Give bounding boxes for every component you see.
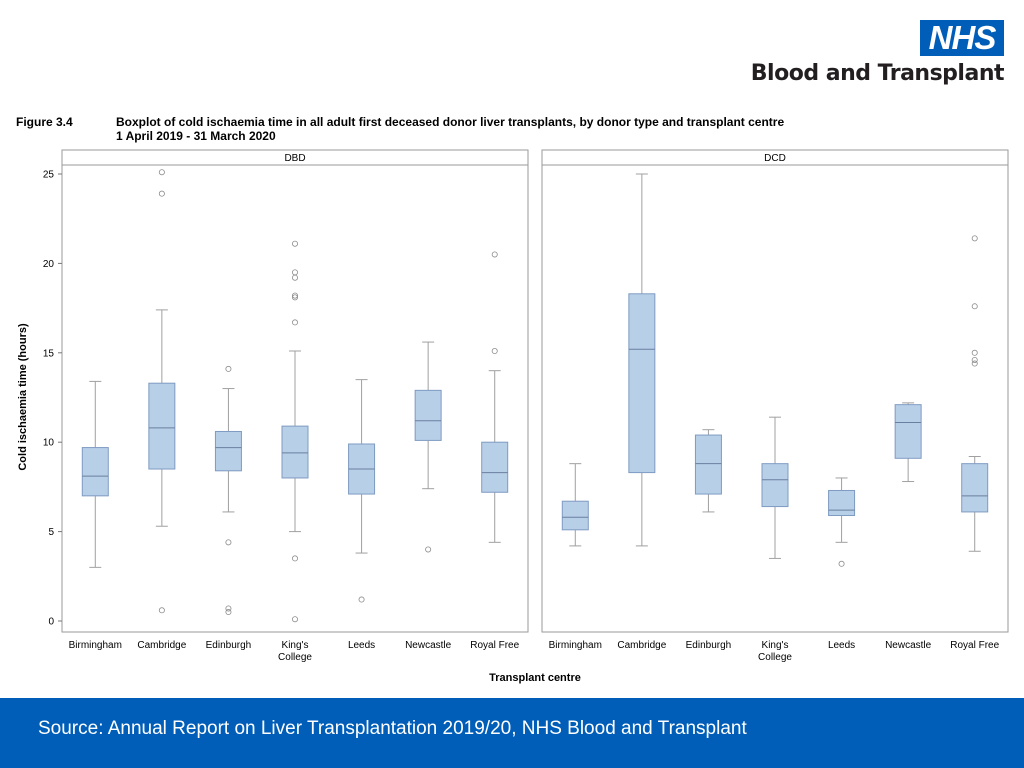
box-royal-free: Royal Free <box>470 251 520 651</box>
boxplot-chart: DBD 0 5 10 15 20 25 Birmingham Cambridge Edinburg… <box>17 149 1009 684</box>
box-cambridge: Cambridge <box>137 169 187 651</box>
outlier-point <box>225 605 232 612</box>
figure-title-line2: 1 April 2019 - 31 March 2020 <box>116 129 276 143</box>
outlier-point <box>291 240 298 247</box>
x-tick-label: Edinburgh <box>206 640 252 651</box>
x-tick-label: Birmingham <box>69 640 122 651</box>
x-tick-label: Cambridge <box>617 640 666 651</box>
x-tick-label: Newcastle <box>405 640 452 651</box>
x-tick-label: Cambridge <box>137 640 186 651</box>
iqr-box <box>694 434 722 495</box>
nhs-logo: NHS Blood and Transplant <box>751 20 1005 90</box>
figure-title-line1: Boxplot of cold ischaemia time in all ad… <box>116 115 785 129</box>
outlier-point <box>291 269 298 276</box>
panel-title: DCD <box>764 153 786 164</box>
outlier-point <box>225 539 232 546</box>
y-tick-label: 25 <box>43 170 55 181</box>
x-tick-label: Leeds <box>828 640 855 651</box>
outlier-point <box>971 303 978 310</box>
iqr-box <box>81 447 109 497</box>
outlier-point <box>291 319 298 326</box>
box-edinburgh: Edinburgh <box>206 365 252 651</box>
nhs-badge: NHS <box>920 20 1004 56</box>
iqr-box <box>214 430 242 472</box>
y-axis-label: Cold ischaemia time (hours) <box>17 323 29 471</box>
x-axis-label: Transplant centre <box>489 672 581 684</box>
box-newcastle: Newcastle <box>405 341 452 651</box>
x-tick-label: College <box>278 652 312 663</box>
outlier-point <box>291 294 298 301</box>
panel-title: DBD <box>284 153 305 164</box>
x-tick-label: Edinburgh <box>686 640 732 651</box>
x-tick-label: Royal Free <box>470 640 519 651</box>
iqr-box <box>148 382 176 470</box>
outlier-point <box>358 596 365 603</box>
y-tick-label: 10 <box>43 438 55 449</box>
outlier-point <box>971 349 978 356</box>
x-tick-label: College <box>758 652 792 663</box>
x-tick-label: Leeds <box>348 640 375 651</box>
outlier-point <box>225 609 232 616</box>
y-tick-label: 15 <box>43 348 55 359</box>
outlier-point <box>425 546 432 553</box>
panel-frame <box>541 149 1009 633</box>
box-birmingham: Birmingham <box>549 463 602 651</box>
iqr-box <box>281 425 309 479</box>
box-leeds: Leeds <box>348 379 375 651</box>
box-birmingham: Birmingham <box>69 380 122 651</box>
box-cambridge: Cambridge <box>617 173 667 651</box>
y-tick-label: 5 <box>48 527 54 538</box>
footer-bar: Source: Annual Report on Liver Transplan… <box>0 698 1024 768</box>
x-tick-label: King's <box>282 640 309 651</box>
outlier-point <box>291 616 298 623</box>
outlier-point <box>225 365 232 372</box>
outlier-point <box>971 360 978 367</box>
box-royal-free: Royal Free <box>950 235 1000 651</box>
iqr-box <box>828 489 856 517</box>
outlier-point <box>838 560 845 567</box>
iqr-box <box>481 441 509 493</box>
x-tick-label: Royal Free <box>950 640 999 651</box>
outlier-point <box>291 555 298 562</box>
box-edinburgh: Edinburgh <box>686 429 732 651</box>
outlier-point <box>158 169 165 176</box>
panel-dcd: DCD Birmingham Cambridge Edinburgh King'sCol… <box>541 149 1009 663</box>
iqr-box <box>561 500 589 531</box>
outlier-point <box>158 607 165 614</box>
iqr-box <box>894 404 922 459</box>
outlier-point <box>971 356 978 363</box>
iqr-box <box>961 463 989 513</box>
x-tick-label: Birmingham <box>549 640 602 651</box>
source-text: Source: Annual Report on Liver Transplan… <box>38 718 747 739</box>
iqr-box <box>414 389 442 441</box>
x-tick-label: King's <box>762 640 789 651</box>
x-tick-label: Newcastle <box>885 640 932 651</box>
org-name: Blood and Transplant <box>750 61 1005 86</box>
box-newcastle: Newcastle <box>885 402 932 651</box>
box-leeds: Leeds <box>828 477 856 651</box>
outlier-point <box>291 292 298 299</box>
y-tick-label: 20 <box>43 259 55 270</box>
y-tick-label: 0 <box>48 617 54 628</box>
outlier-point <box>971 235 978 242</box>
panel-dbd: DBD 0 5 10 15 20 25 Birmingham Cambridge Edinburg… <box>43 149 529 663</box>
outlier-point <box>491 348 498 355</box>
outlier-point <box>491 251 498 258</box>
outlier-point <box>158 190 165 197</box>
iqr-box <box>761 463 789 508</box>
iqr-box <box>628 293 656 474</box>
figure-title: Boxplot of cold ischaemia time in all ad… <box>116 115 784 143</box>
figure-label: Figure 3.4 <box>16 115 73 129</box>
